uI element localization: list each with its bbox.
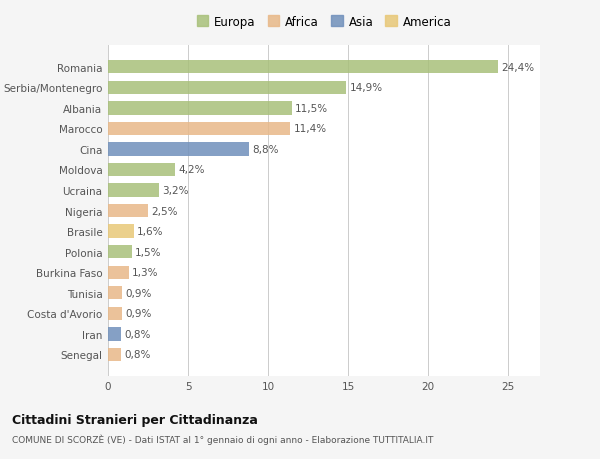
Bar (108, 102, 292, 115)
Text: 0,8%: 0,8% (124, 350, 151, 360)
Bar (108, 348, 121, 361)
Bar (108, 184, 159, 197)
Text: 14,9%: 14,9% (350, 83, 383, 93)
Legend: Europa, Africa, Asia, America: Europa, Africa, Asia, America (192, 11, 456, 34)
Bar (108, 266, 129, 280)
Bar (108, 225, 134, 238)
Bar (108, 143, 249, 156)
Bar (108, 286, 122, 300)
Bar (108, 204, 148, 218)
Text: COMUNE DI SCORZÈ (VE) - Dati ISTAT al 1° gennaio di ogni anno - Elaborazione TUT: COMUNE DI SCORZÈ (VE) - Dati ISTAT al 1°… (12, 434, 433, 444)
Bar (108, 328, 121, 341)
Bar (108, 246, 132, 259)
Bar (108, 61, 499, 74)
Bar (108, 123, 290, 136)
Text: 0,9%: 0,9% (125, 309, 152, 319)
Text: 11,5%: 11,5% (295, 104, 328, 113)
Text: Cittadini Stranieri per Cittadinanza: Cittadini Stranieri per Cittadinanza (12, 413, 258, 426)
Text: 8,8%: 8,8% (252, 145, 278, 155)
Text: 0,8%: 0,8% (124, 329, 151, 339)
Text: 1,3%: 1,3% (132, 268, 158, 278)
Bar (108, 307, 122, 320)
Bar (108, 163, 175, 177)
Text: 24,4%: 24,4% (502, 62, 535, 73)
Text: 1,6%: 1,6% (137, 227, 163, 237)
Text: 4,2%: 4,2% (178, 165, 205, 175)
Text: 11,4%: 11,4% (293, 124, 327, 134)
Bar (108, 81, 346, 95)
Text: 2,5%: 2,5% (151, 206, 178, 216)
Text: 1,5%: 1,5% (135, 247, 162, 257)
Text: 3,2%: 3,2% (163, 185, 189, 196)
Text: 0,9%: 0,9% (125, 288, 152, 298)
